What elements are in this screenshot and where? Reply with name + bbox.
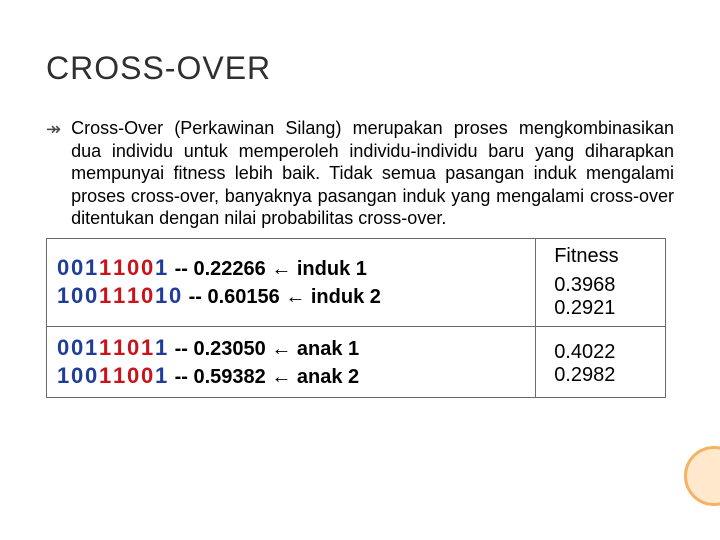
cell-fitness-header: Fitness 0.3968 0.2921	[536, 238, 666, 326]
sep: --	[175, 366, 188, 388]
child-2-label: anak 2	[297, 366, 359, 388]
sep: --	[175, 338, 188, 360]
child-2-value: 0.59382	[193, 366, 265, 388]
child-2-bits: 10011001	[57, 363, 169, 388]
parent-row-2: 100111010 -- 0.60156 ← induk 2	[57, 283, 525, 309]
cell-children: 00111011 -- 0.23050 ← anak 1 10011001 --…	[47, 326, 536, 397]
child-2-fitness: 0.2982	[554, 364, 655, 387]
parent-2-fitness: 0.2921	[554, 297, 655, 320]
child-1-bits: 00111011	[57, 335, 169, 360]
body-paragraph: Cross-Over (Perkawinan Silang) merupakan…	[71, 117, 674, 230]
table-row-header: 00111001 -- 0.22266 ← induk 1 100111010 …	[47, 238, 666, 326]
decorative-circle-icon	[684, 446, 720, 506]
parent-1-label: induk 1	[297, 258, 367, 280]
slide: CROSS-OVER ↠ Cross-Over (Perkawinan Sila…	[0, 0, 720, 540]
sep: --	[175, 258, 188, 280]
cell-parents: 00111001 -- 0.22266 ← induk 1 100111010 …	[47, 238, 536, 326]
cell-fitness-children: 0.4022 0.2982	[536, 326, 666, 397]
body-row: ↠ Cross-Over (Perkawinan Silang) merupak…	[46, 117, 674, 230]
parent-1-fitness: 0.3968	[554, 274, 655, 297]
crossover-table: 00111001 -- 0.22266 ← induk 1 100111010 …	[46, 238, 666, 398]
arrow-icon: ←	[271, 258, 291, 280]
parent-2-value: 0.60156	[207, 286, 279, 308]
child-1-fitness: 0.4022	[554, 341, 655, 364]
arrow-icon: ←	[285, 286, 305, 308]
bullet-icon: ↠	[46, 119, 61, 140]
slide-title: CROSS-OVER	[46, 50, 674, 87]
child-row-1: 00111011 -- 0.23050 ← anak 1	[57, 335, 525, 361]
crossover-figure: 00111001 -- 0.22266 ← induk 1 100111010 …	[46, 238, 674, 398]
parent-2-bits: 100111010	[57, 283, 183, 308]
child-row-2: 10011001 -- 0.59382 ← anak 2	[57, 363, 525, 389]
parent-1-value: 0.22266	[193, 258, 265, 280]
fitness-header: Fitness	[554, 245, 655, 268]
arrow-icon: ←	[271, 366, 291, 388]
arrow-icon: ←	[271, 338, 291, 360]
table-row-children: 00111011 -- 0.23050 ← anak 1 10011001 --…	[47, 326, 666, 397]
child-1-value: 0.23050	[193, 338, 265, 360]
parent-1-bits: 00111001	[57, 255, 169, 280]
child-1-label: anak 1	[297, 338, 359, 360]
parent-2-label: induk 2	[311, 286, 381, 308]
sep: --	[189, 286, 202, 308]
parent-row-1: 00111001 -- 0.22266 ← induk 1	[57, 255, 525, 281]
